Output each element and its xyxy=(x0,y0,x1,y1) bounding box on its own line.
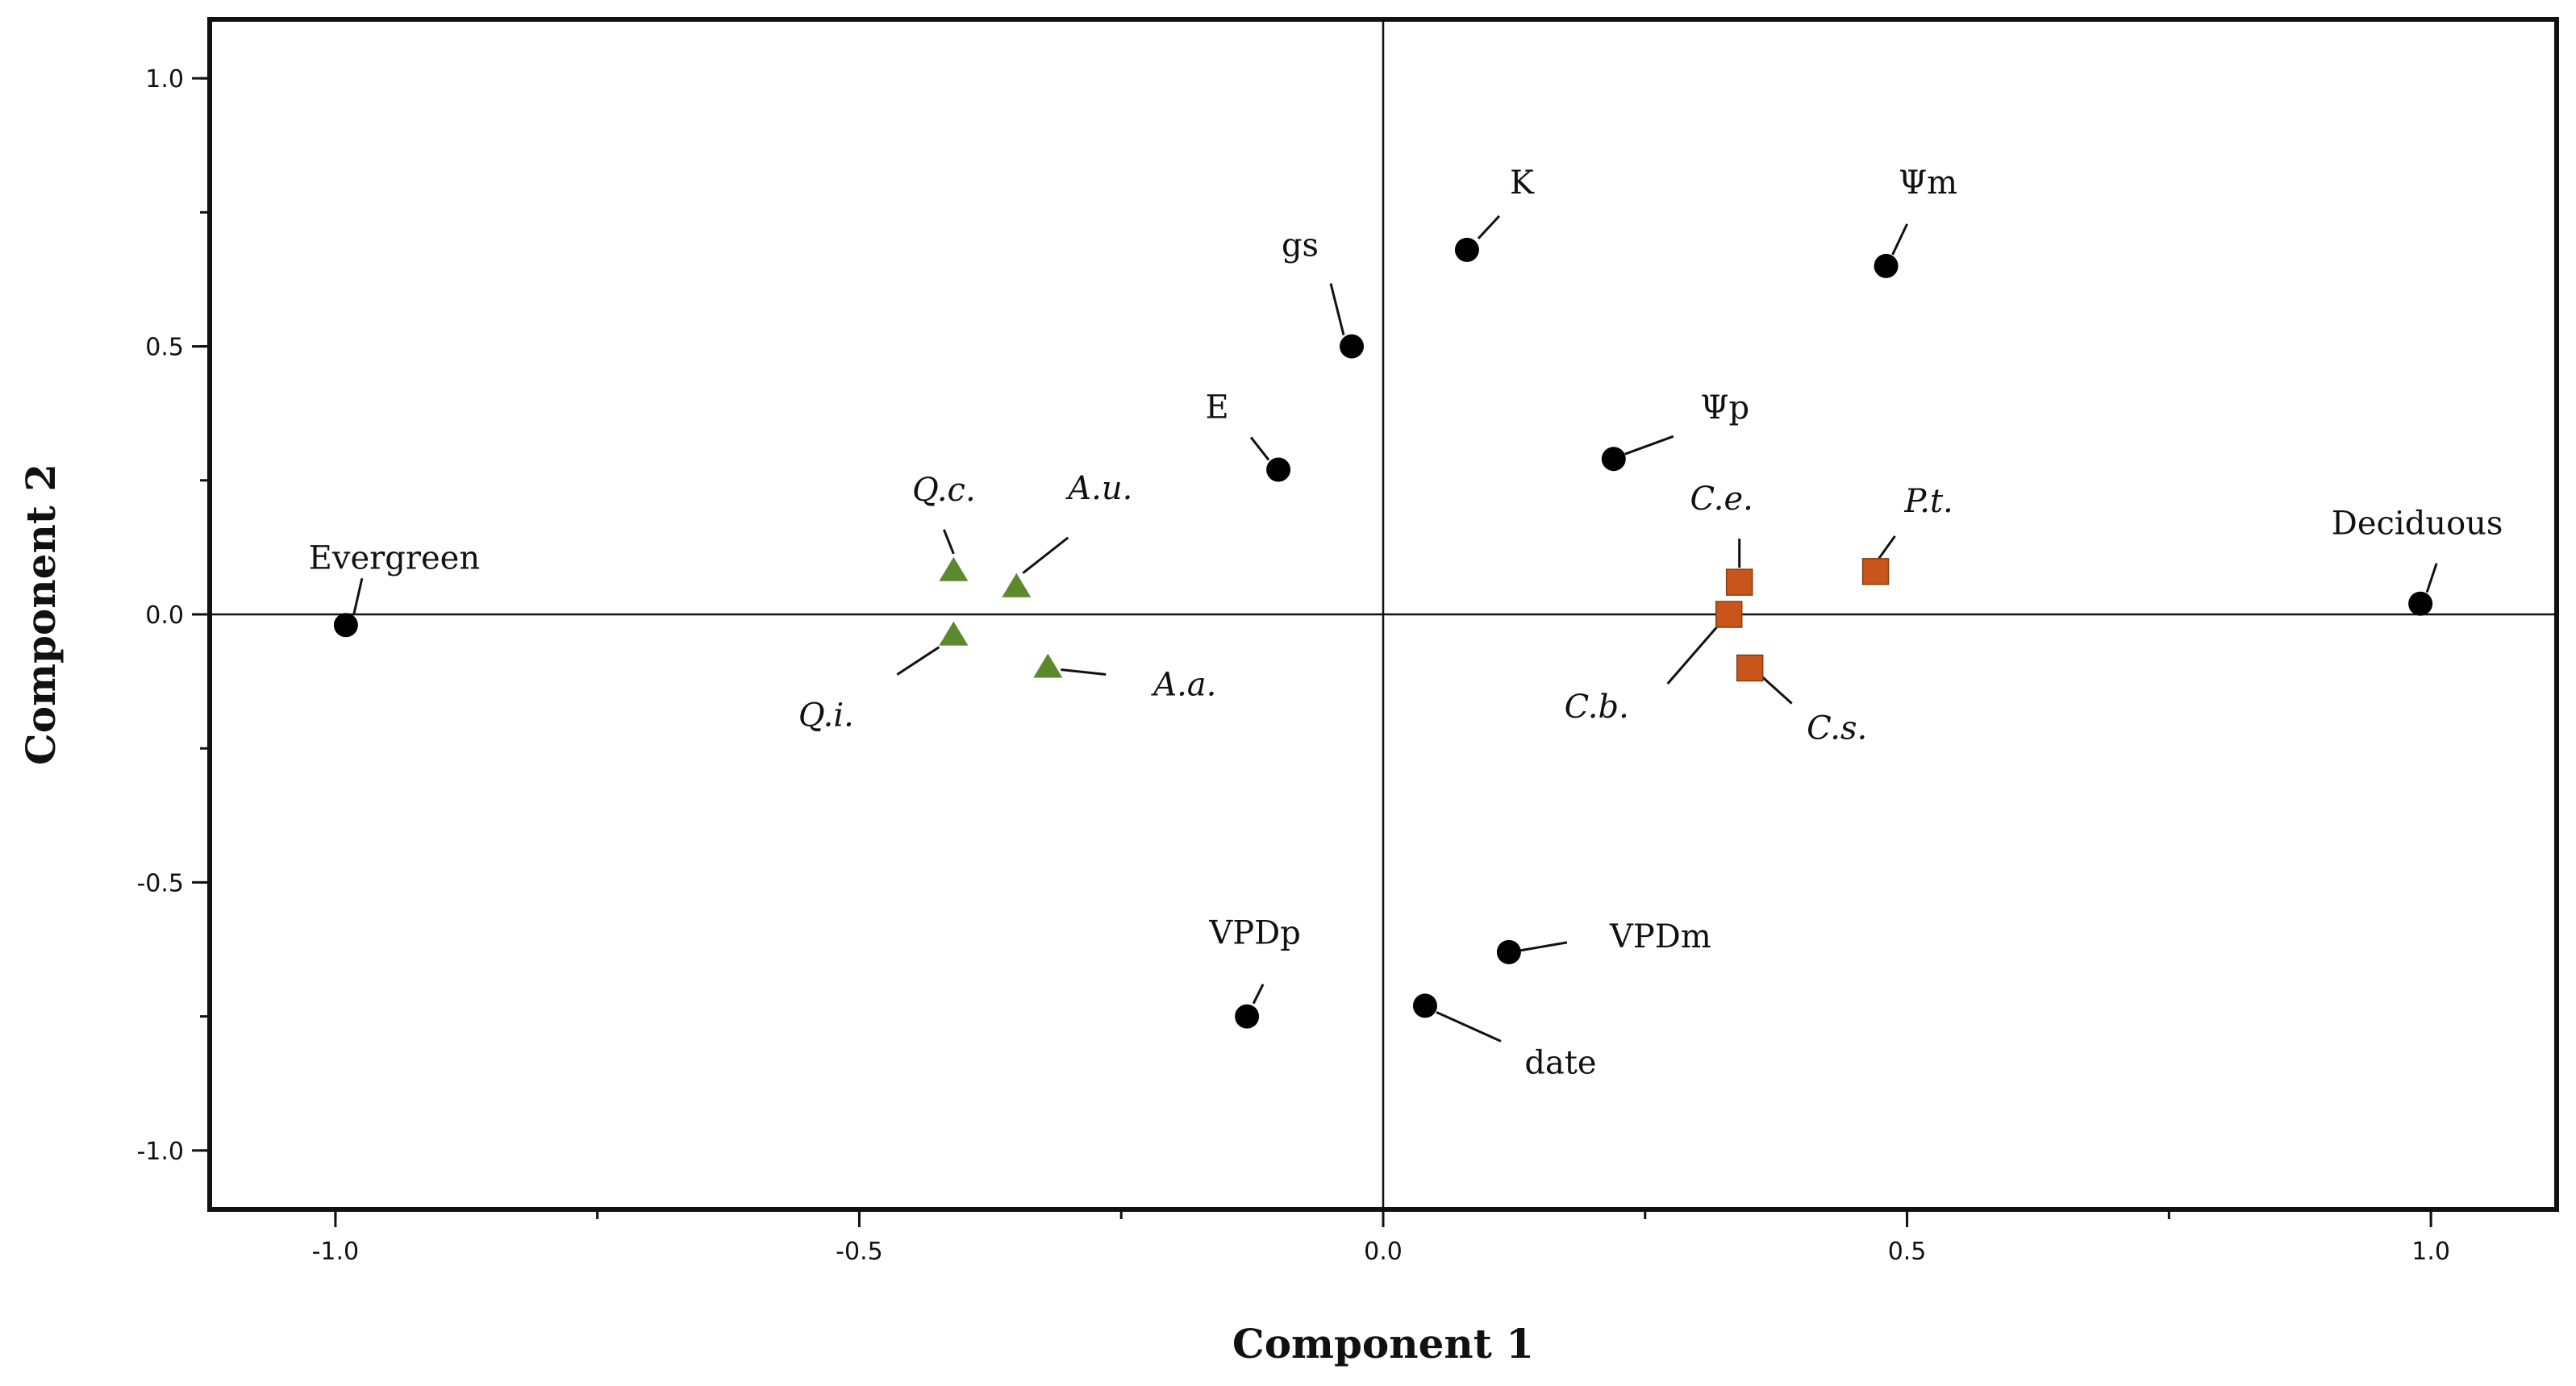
y-axis-title: Component 2 xyxy=(17,464,65,765)
point-label: C.b. xyxy=(1565,689,1629,726)
point-label: K xyxy=(1510,164,1535,202)
point-label: Q.c. xyxy=(912,472,976,509)
point-label: Evergreen xyxy=(309,539,480,576)
label-leader-line xyxy=(1624,435,1674,456)
point-marker-circle xyxy=(1454,237,1479,262)
x-tick-label: 1.0 xyxy=(2411,1238,2450,1266)
point-marker-circle xyxy=(1874,253,1899,278)
point-marker-circle xyxy=(1266,457,1291,482)
label-leader-line xyxy=(1758,673,1793,705)
point-marker-circle xyxy=(1601,447,1626,472)
point-label: VPDp xyxy=(1208,915,1300,952)
y-tick-label: -1.0 xyxy=(136,1138,184,1166)
point-label: Ψm xyxy=(1899,164,1957,202)
point-marker-circle xyxy=(2408,591,2433,616)
point-label: Q.i. xyxy=(798,697,854,735)
point-label: P.t. xyxy=(1903,483,1953,520)
x-tick-label: 0.5 xyxy=(1888,1238,1927,1266)
point-marker-square xyxy=(1725,568,1753,596)
point-marker-circle xyxy=(1340,334,1365,359)
x-axis-title: Component 1 xyxy=(1232,1320,1534,1367)
label-leader-line xyxy=(1891,223,1908,256)
point-marker-triangle xyxy=(939,621,969,646)
point-label: Deciduous xyxy=(2332,506,2503,543)
label-leader-line xyxy=(352,577,364,614)
x-tick-label: -1.0 xyxy=(312,1238,360,1266)
label-leader-line xyxy=(1519,941,1568,952)
label-leader-line xyxy=(1249,436,1270,461)
point-label: E xyxy=(1205,389,1228,426)
marks-layer: Evergreen Deciduous K Ψm gs Ψp E VPDm date VPDp Q.… xyxy=(309,164,2503,1082)
point-marker-triangle xyxy=(1002,572,1032,597)
point-marker-square xyxy=(1861,558,1890,585)
x-tick-label: -0.5 xyxy=(836,1238,883,1266)
point-label: date xyxy=(1524,1044,1596,1081)
y-tick-label: -0.5 xyxy=(136,869,184,897)
label-leader-line xyxy=(1329,283,1345,335)
point-label: C.s. xyxy=(1807,710,1867,747)
label-leader-line xyxy=(1666,622,1722,685)
point-marker-triangle xyxy=(939,556,969,581)
point-marker-circle xyxy=(1235,1004,1260,1029)
point-marker-circle xyxy=(1496,939,1521,964)
point-label: VPDm xyxy=(1609,918,1711,955)
point-label: A.a. xyxy=(1150,666,1216,703)
point-marker-triangle xyxy=(1033,653,1063,678)
point-label: gs xyxy=(1282,227,1319,264)
x-tick-label: 0.0 xyxy=(1364,1238,1403,1266)
point-marker-circle xyxy=(333,613,358,638)
label-leader-line xyxy=(942,529,955,555)
y-tick-label: 1.0 xyxy=(145,65,184,94)
label-leader-line xyxy=(896,646,940,676)
label-leader-line xyxy=(1436,1010,1502,1043)
point-label: Ψp xyxy=(1700,389,1749,427)
axes-layer: -1.0 -0.5 0.0 0.5 1.0 1.0 0.5 0.0 -0.5 -1.0 xyxy=(136,19,2557,1266)
point-marker-circle xyxy=(1412,993,1437,1018)
label-leader-line xyxy=(1252,983,1265,1005)
label-leader-line xyxy=(1061,668,1107,676)
point-marker-square xyxy=(1715,601,1743,628)
point-label: C.e. xyxy=(1690,481,1753,518)
point-label: A.u. xyxy=(1065,470,1132,507)
label-leader-line xyxy=(1022,536,1069,574)
label-leader-line xyxy=(1878,535,1896,560)
label-leader-line xyxy=(1477,214,1501,239)
y-tick-label: 0.0 xyxy=(145,601,184,630)
label-leader-line xyxy=(2425,563,2438,593)
y-tick-label: 0.5 xyxy=(145,334,184,362)
point-marker-square xyxy=(1736,654,1764,682)
